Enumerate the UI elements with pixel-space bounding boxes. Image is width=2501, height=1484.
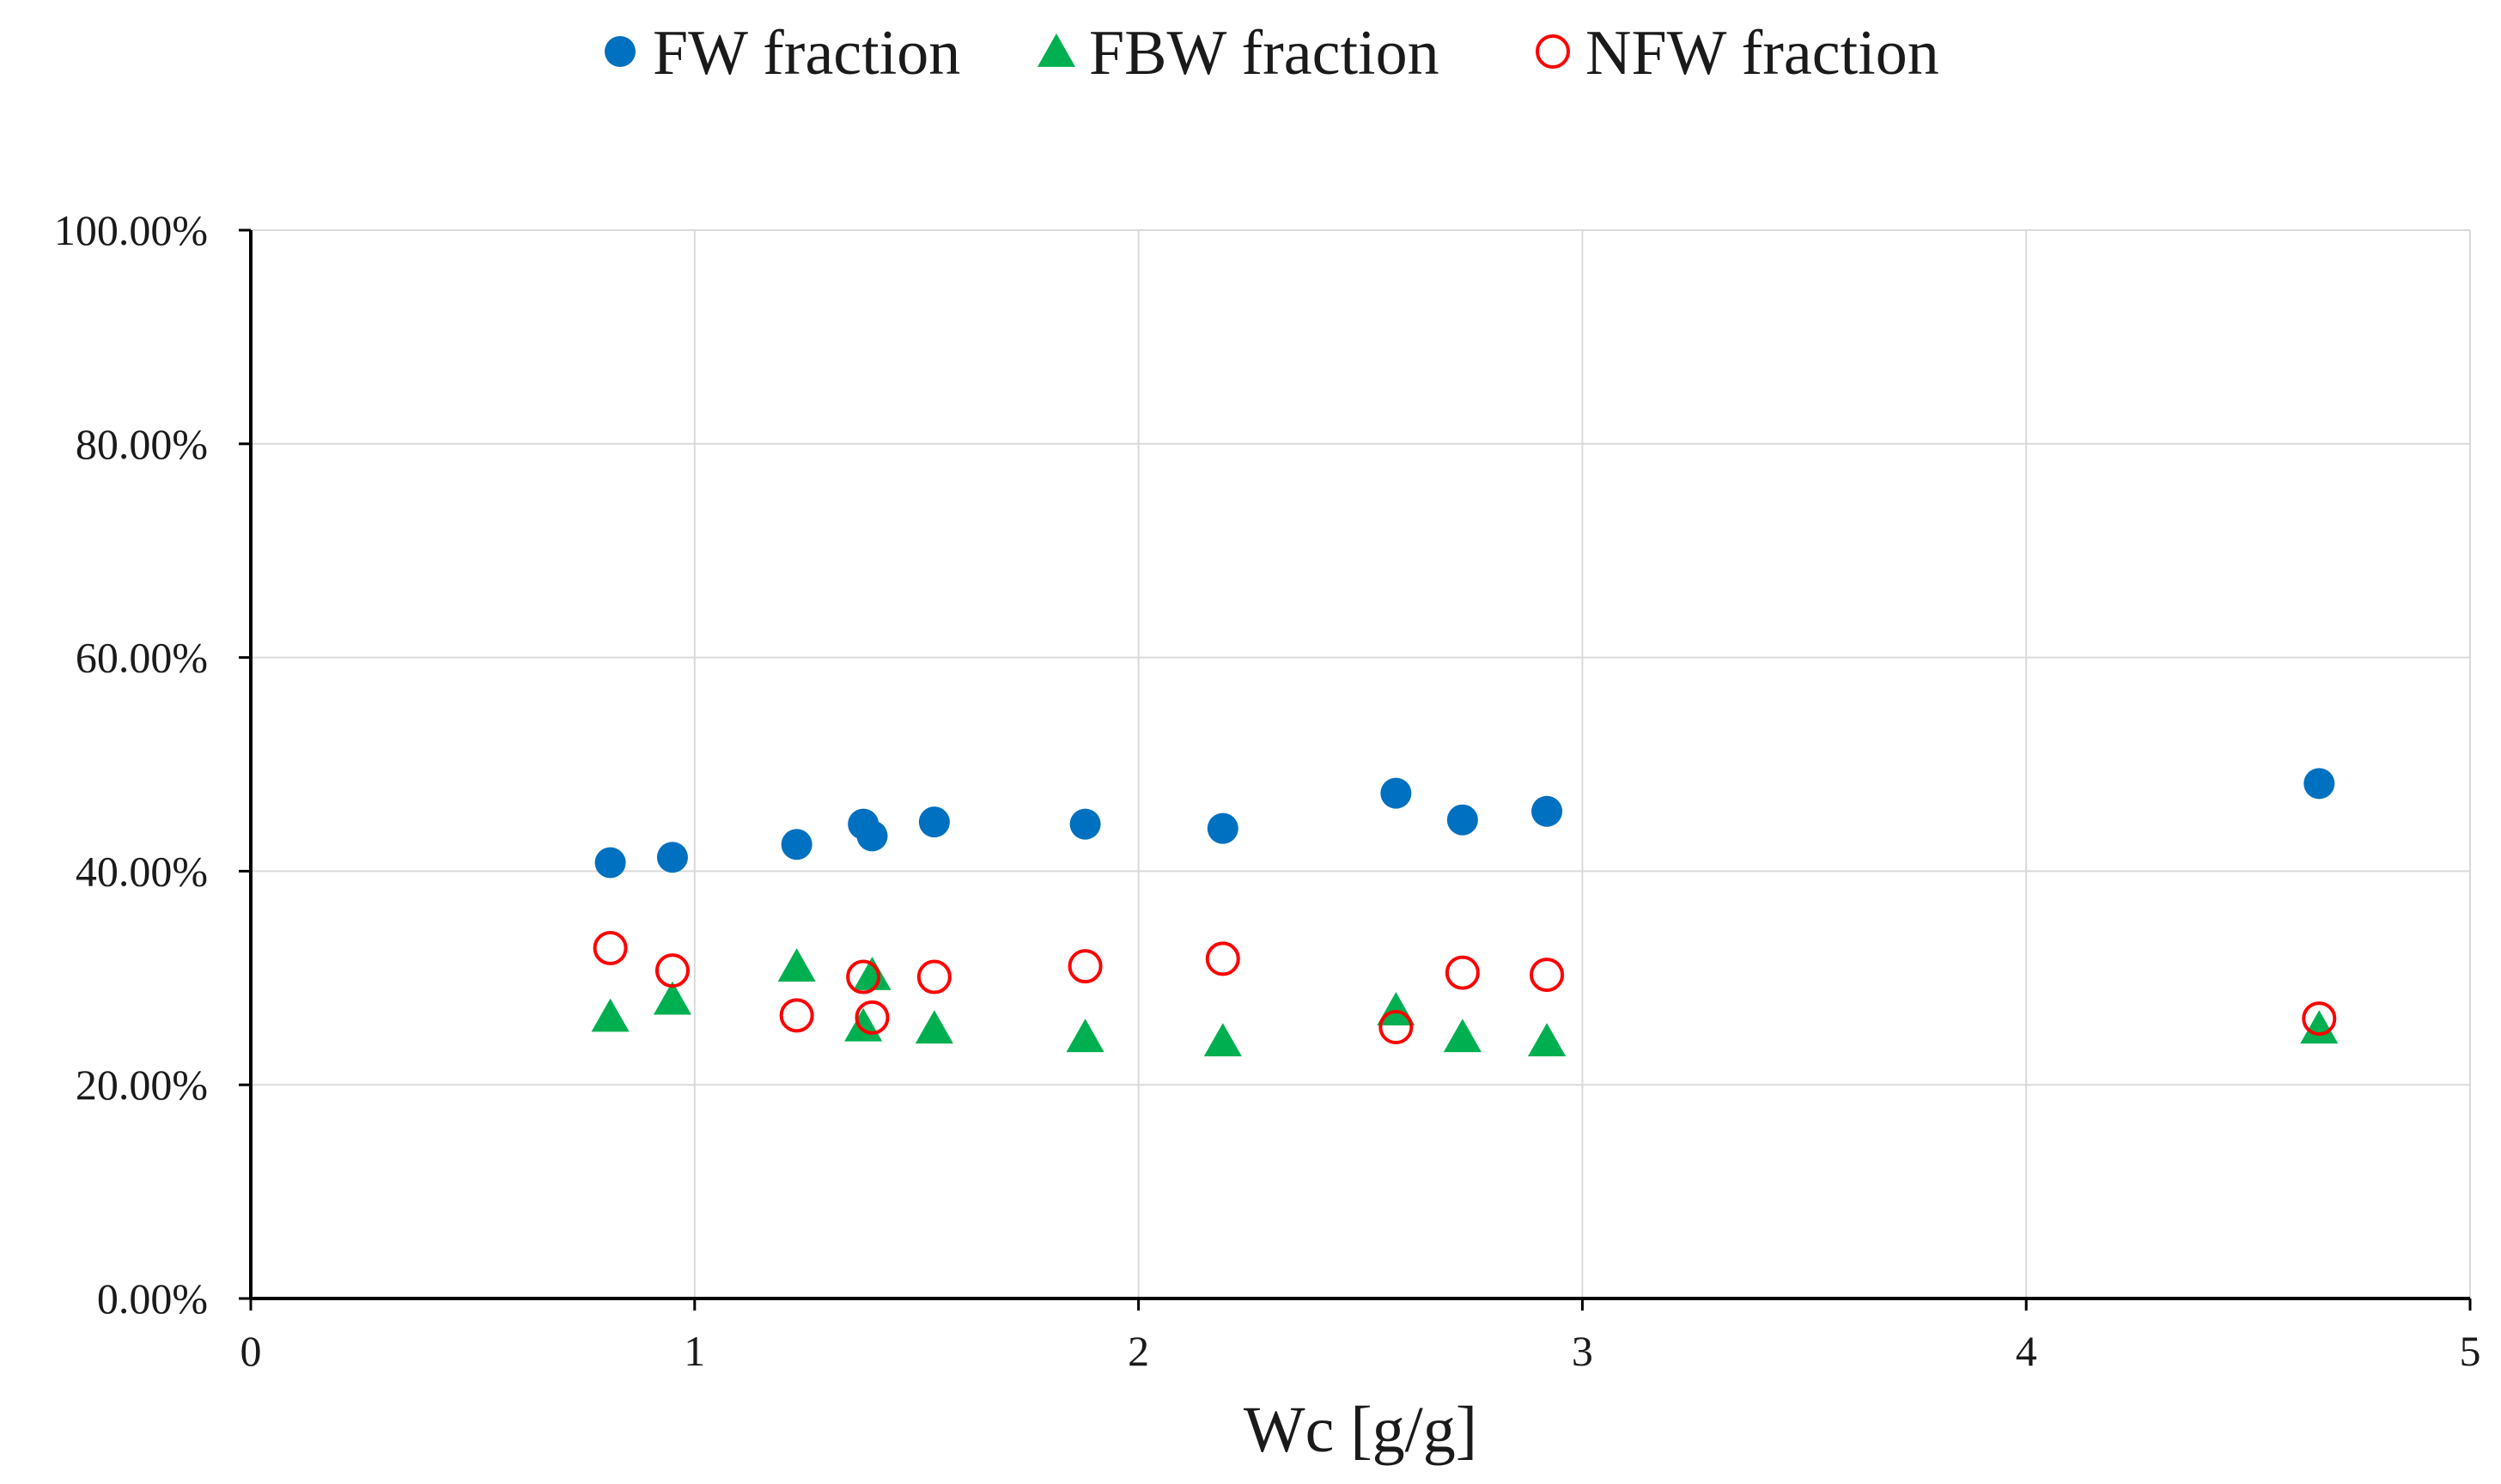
nfw-point bbox=[916, 959, 952, 994]
legend-label-fbw: FBW fraction bbox=[1089, 18, 1439, 88]
y-tick-label: 0.00% bbox=[97, 1274, 208, 1323]
fbw-point bbox=[915, 1010, 953, 1044]
fw-point bbox=[2303, 768, 2335, 800]
fw-point bbox=[656, 842, 688, 873]
x-tick-label: 3 bbox=[1572, 1327, 1593, 1375]
legend-item-fbw: FBW fraction bbox=[1037, 18, 1439, 88]
x-axis-title: Wc [g/g] bbox=[1244, 1394, 1477, 1466]
x-tick-label: 0 bbox=[240, 1327, 262, 1375]
nfw-point bbox=[593, 930, 628, 965]
legend: FW fraction FBW fraction NFW fraction bbox=[605, 18, 1939, 88]
fw-point bbox=[781, 829, 812, 861]
fbw-point bbox=[777, 948, 816, 982]
legend-item-nfw: NFW fraction bbox=[1536, 18, 1939, 88]
y-tick-labels: 0.00% 20.00% 40.00% 60.00% 80.00% 100.00% bbox=[54, 206, 208, 1323]
legend-marker-nfw bbox=[1536, 34, 1570, 69]
fbw-point bbox=[1528, 1023, 1567, 1057]
fw-point bbox=[1380, 777, 1412, 809]
fw-point bbox=[594, 847, 626, 879]
x-tick-label: 4 bbox=[2016, 1327, 2037, 1375]
legend-label-fw: FW fraction bbox=[653, 18, 960, 88]
fbw-point bbox=[1443, 1019, 1482, 1053]
fw-point bbox=[1207, 812, 1238, 844]
fw-point bbox=[856, 820, 888, 852]
fbw-point bbox=[1066, 1019, 1104, 1053]
nfw-point bbox=[2302, 1001, 2337, 1037]
y-tick-label: 40.00% bbox=[76, 847, 208, 895]
fbw-point bbox=[653, 981, 692, 1015]
x-tick-label: 1 bbox=[684, 1327, 705, 1375]
nfw-point bbox=[654, 953, 690, 988]
fw-point bbox=[1069, 808, 1101, 840]
nfw-point bbox=[846, 959, 881, 994]
legend-marker-fw bbox=[605, 36, 636, 67]
nfw-point bbox=[1068, 949, 1103, 984]
fw-point bbox=[1531, 795, 1563, 827]
fw-point bbox=[918, 806, 950, 838]
fbw-point bbox=[2300, 1010, 2339, 1044]
nfw-point bbox=[855, 1000, 890, 1035]
x-tick-label: 5 bbox=[2460, 1327, 2481, 1375]
legend-label-nfw: NFW fraction bbox=[1585, 18, 1939, 88]
nfw-point bbox=[1530, 958, 1565, 993]
axes bbox=[239, 228, 2472, 1311]
fbw-point bbox=[853, 957, 891, 990]
gridlines bbox=[251, 229, 2471, 1298]
data-points bbox=[591, 768, 2339, 1057]
fbw-point bbox=[1203, 1023, 1242, 1057]
nfw-point bbox=[1445, 955, 1480, 990]
x-tick-label: 2 bbox=[1128, 1327, 1149, 1375]
x-tick-labels: 0 1 2 3 4 5 bbox=[240, 1327, 2481, 1375]
y-tick-label: 100.00% bbox=[54, 206, 208, 254]
y-tick-label: 60.00% bbox=[76, 634, 208, 682]
fw-point bbox=[1446, 804, 1478, 836]
nfw-point bbox=[1378, 1010, 1414, 1045]
y-tick-label: 80.00% bbox=[76, 420, 208, 468]
nfw-point bbox=[779, 998, 814, 1033]
nfw-point bbox=[1205, 941, 1240, 976]
legend-marker-fbw bbox=[1037, 33, 1076, 67]
fbw-point bbox=[591, 998, 630, 1032]
legend-item-fw: FW fraction bbox=[605, 18, 960, 88]
fbw-point bbox=[844, 1007, 883, 1042]
y-tick-label: 20.00% bbox=[76, 1061, 208, 1109]
